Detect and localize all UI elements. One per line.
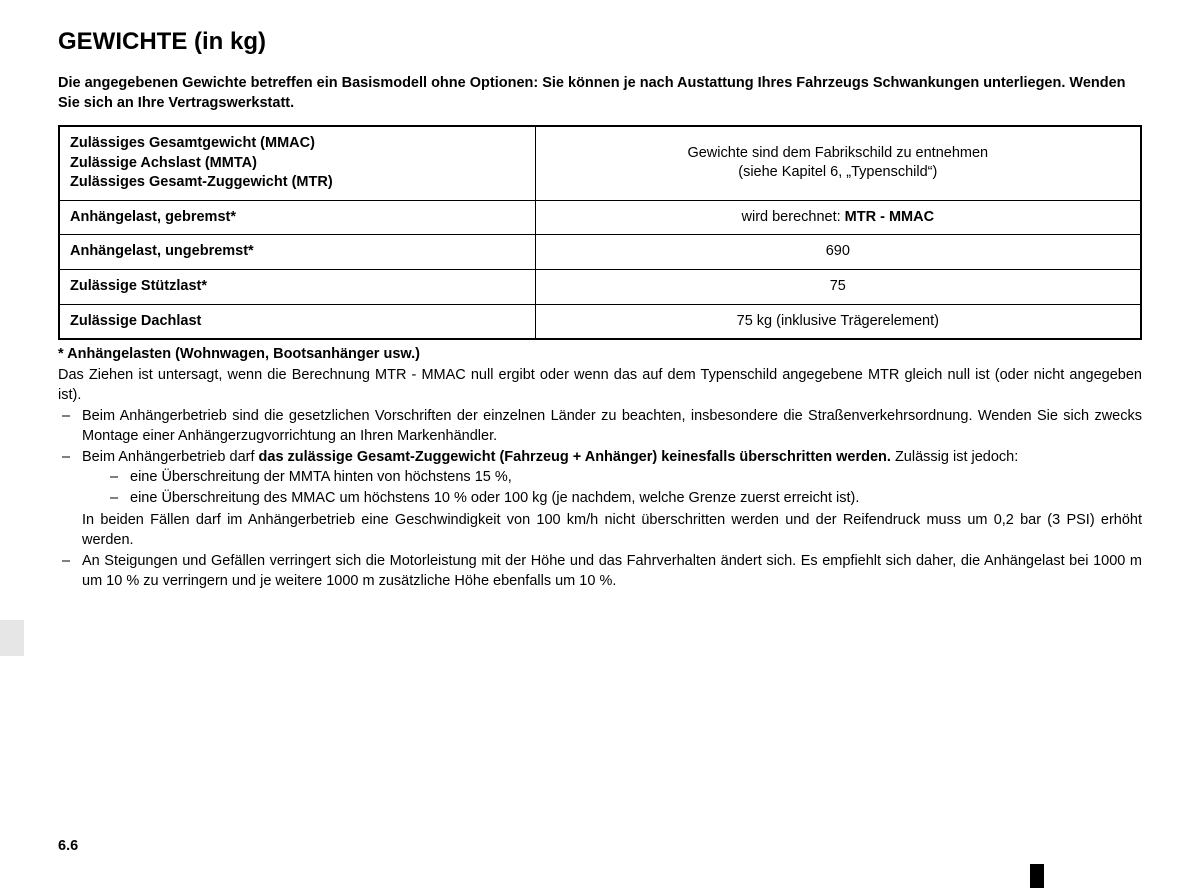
weights-table: Zulässiges Gesamtgewicht (MMAC) Zulässig… xyxy=(58,125,1142,340)
cell-right: 75 kg (inklusive Trägerelement) xyxy=(535,304,1141,339)
table-row: Zulässiges Gesamtgewicht (MMAC) Zulässig… xyxy=(59,126,1141,200)
list-item: eine Überschreitung des MMAC um höchsten… xyxy=(106,489,1142,509)
bottom-crop-mark xyxy=(1030,864,1044,888)
cell-left: Zulässige Stützlast* xyxy=(59,269,535,304)
cell-right: 690 xyxy=(535,235,1141,270)
bullet-list: Beim Anhängerbetrieb sind die gesetzlich… xyxy=(58,407,1142,591)
text: Zulässiges Gesamt-Zuggewicht (MTR) xyxy=(70,174,333,190)
text: (siehe Kapitel 6, „Typenschild“) xyxy=(738,164,937,180)
table-row: Anhängelast, ungebremst* 690 xyxy=(59,235,1141,270)
intro-paragraph: Die angegebenen Gewichte betreffen ein B… xyxy=(58,74,1142,113)
text-bold: MTR - MMAC xyxy=(845,209,934,225)
list-item: Beim Anhängerbetrieb darf das zulässige … xyxy=(58,448,1142,550)
cell-left: Anhängelast, ungebremst* xyxy=(59,235,535,270)
list-item: An Steigungen und Gefällen verringert si… xyxy=(58,552,1142,591)
cell-right: wird berechnet: MTR - MMAC xyxy=(535,200,1141,235)
list-item: Beim Anhängerbetrieb sind die gesetzlich… xyxy=(58,407,1142,446)
page-number: 6.6 xyxy=(58,838,78,854)
side-margin-tab xyxy=(0,620,24,656)
body-paragraph: Das Ziehen ist untersagt, wenn die Berec… xyxy=(58,366,1142,405)
text: wird berechnet: xyxy=(742,209,845,225)
text: Zulässiges Gesamtgewicht (MMAC) xyxy=(70,135,315,151)
text: In beiden Fällen darf im Anhängerbetrieb… xyxy=(82,511,1142,550)
table-row: Zulässige Stützlast* 75 xyxy=(59,269,1141,304)
text: Zulässig ist jedoch: xyxy=(891,449,1018,465)
list-item: eine Überschreitung der MMTA hinten von … xyxy=(106,468,1142,488)
cell-left: Anhängelast, gebremst* xyxy=(59,200,535,235)
nested-bullet-list: eine Überschreitung der MMTA hinten von … xyxy=(106,468,1142,509)
footnote-heading: * Anhängelasten (Wohnwagen, Bootsanhänge… xyxy=(58,346,1142,362)
text: Zulässige Achslast (MMTA) xyxy=(70,155,257,171)
cell-right: Gewichte sind dem Fabrikschild zu entneh… xyxy=(535,126,1141,200)
cell-left: Zulässiges Gesamtgewicht (MMAC) Zulässig… xyxy=(59,126,535,200)
text: Gewichte sind dem Fabrikschild zu entneh… xyxy=(687,145,988,161)
page-title: GEWICHTE (in kg) xyxy=(58,28,1142,56)
page-content: GEWICHTE (in kg) Die angegebenen Gewicht… xyxy=(0,0,1200,591)
table-row: Zulässige Dachlast 75 kg (inklusive Träg… xyxy=(59,304,1141,339)
table-row: Anhängelast, gebremst* wird berechnet: M… xyxy=(59,200,1141,235)
cell-left: Zulässige Dachlast xyxy=(59,304,535,339)
cell-right: 75 xyxy=(535,269,1141,304)
text: Beim Anhängerbetrieb darf xyxy=(82,449,259,465)
text-bold: das zulässige Gesamt-Zuggewicht (Fahrzeu… xyxy=(259,449,891,465)
